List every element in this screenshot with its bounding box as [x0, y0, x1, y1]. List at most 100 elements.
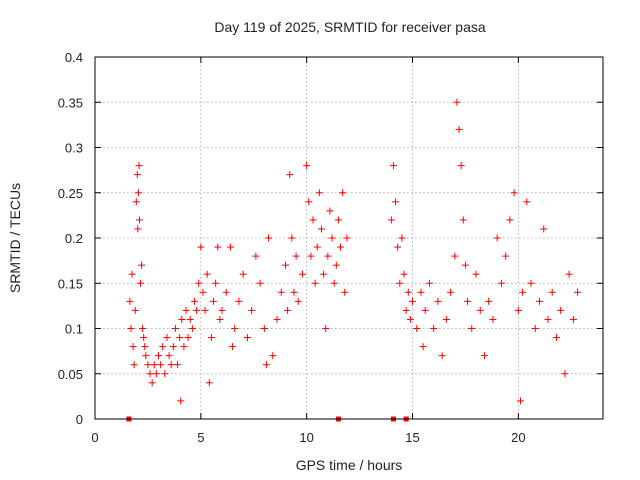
data-point	[398, 234, 406, 242]
data-point	[186, 315, 194, 323]
data-point	[265, 234, 273, 242]
data-point	[394, 243, 402, 251]
data-point	[480, 352, 488, 360]
data-point	[214, 243, 222, 251]
data-point	[317, 225, 325, 233]
y-tick-label: 0.15	[58, 276, 83, 291]
data-point	[140, 334, 148, 342]
data-point	[320, 270, 328, 278]
x-tick-label: 10	[299, 430, 313, 445]
data-point	[169, 343, 177, 351]
data-point	[303, 162, 311, 170]
data-point	[339, 189, 347, 197]
data-point	[269, 352, 277, 360]
data-point	[464, 297, 472, 305]
y-tick-label: 0.1	[65, 322, 83, 337]
data-point	[493, 234, 501, 242]
data-point	[201, 306, 209, 314]
data-point	[207, 334, 215, 342]
y-tick-label: 0.35	[58, 95, 83, 110]
data-point	[277, 288, 285, 296]
data-point	[305, 198, 313, 206]
data-point	[171, 325, 179, 332]
data-point	[273, 315, 281, 323]
data-point	[262, 361, 270, 369]
data-point	[260, 325, 268, 332]
chart-title: Day 119 of 2025, SRMTID for receiver pas…	[214, 19, 486, 35]
data-point	[235, 297, 243, 305]
data-point	[141, 343, 149, 351]
data-point	[313, 243, 321, 251]
data-point	[516, 397, 524, 405]
data-point	[150, 361, 158, 369]
data-point	[144, 361, 152, 369]
data-point	[400, 270, 408, 278]
data-point	[157, 361, 165, 369]
data-point	[163, 334, 171, 342]
data-point	[332, 261, 340, 269]
data-point	[190, 297, 198, 305]
data-point	[510, 189, 518, 197]
data-point	[139, 325, 147, 332]
data-point	[311, 279, 319, 287]
data-point	[413, 325, 421, 332]
y-tick-label: 0.2	[65, 231, 83, 246]
y-tick-label: 0.3	[65, 141, 83, 156]
y-axis-title: SRMTID / TECUs	[7, 183, 23, 293]
data-point	[205, 379, 213, 387]
data-point	[442, 315, 450, 323]
data-point	[165, 352, 173, 360]
data-point	[574, 288, 582, 296]
x-axis-title: GPS time / hours	[296, 457, 403, 473]
data-point	[334, 216, 342, 224]
data-point	[328, 234, 336, 242]
data-point	[324, 252, 332, 260]
data-point	[142, 352, 150, 360]
data-point	[402, 306, 410, 314]
y-tick-label: 0.4	[65, 50, 83, 65]
data-point	[243, 334, 251, 342]
data-point	[396, 279, 404, 287]
data-point	[256, 279, 264, 287]
data-point	[438, 352, 446, 360]
data-point	[409, 297, 416, 305]
data-point	[161, 370, 169, 378]
data-point	[476, 306, 484, 314]
data-point	[178, 315, 186, 323]
data-point	[531, 325, 539, 332]
data-point	[146, 370, 154, 378]
data-point	[447, 288, 455, 296]
data-point	[229, 343, 237, 351]
data-point	[544, 315, 552, 323]
data-point	[134, 225, 142, 233]
data-point	[152, 370, 160, 378]
data-point	[135, 216, 143, 224]
data-point	[129, 343, 137, 351]
data-point	[389, 162, 397, 170]
data-point	[284, 306, 292, 314]
plot-frame	[94, 56, 604, 420]
data-point	[177, 397, 185, 405]
data-point	[252, 252, 260, 260]
data-point	[239, 270, 247, 278]
data-point	[184, 334, 192, 342]
data-point	[148, 379, 156, 387]
data-point	[472, 270, 480, 278]
data-point	[216, 315, 224, 323]
data-point	[468, 325, 476, 332]
data-point	[174, 361, 182, 369]
data-point	[182, 306, 190, 314]
data-point	[248, 306, 256, 314]
data-point	[404, 288, 412, 296]
data-point	[497, 279, 505, 287]
data-point	[459, 216, 467, 224]
x-tick-label: 0	[91, 430, 98, 445]
y-tick-label: 0.05	[58, 367, 83, 382]
x-tick-label: 20	[511, 430, 525, 445]
data-point	[387, 216, 395, 224]
data-point	[536, 297, 543, 305]
data-point	[138, 261, 146, 269]
data-point	[290, 288, 298, 296]
data-point	[453, 98, 461, 106]
data-point	[552, 334, 560, 342]
